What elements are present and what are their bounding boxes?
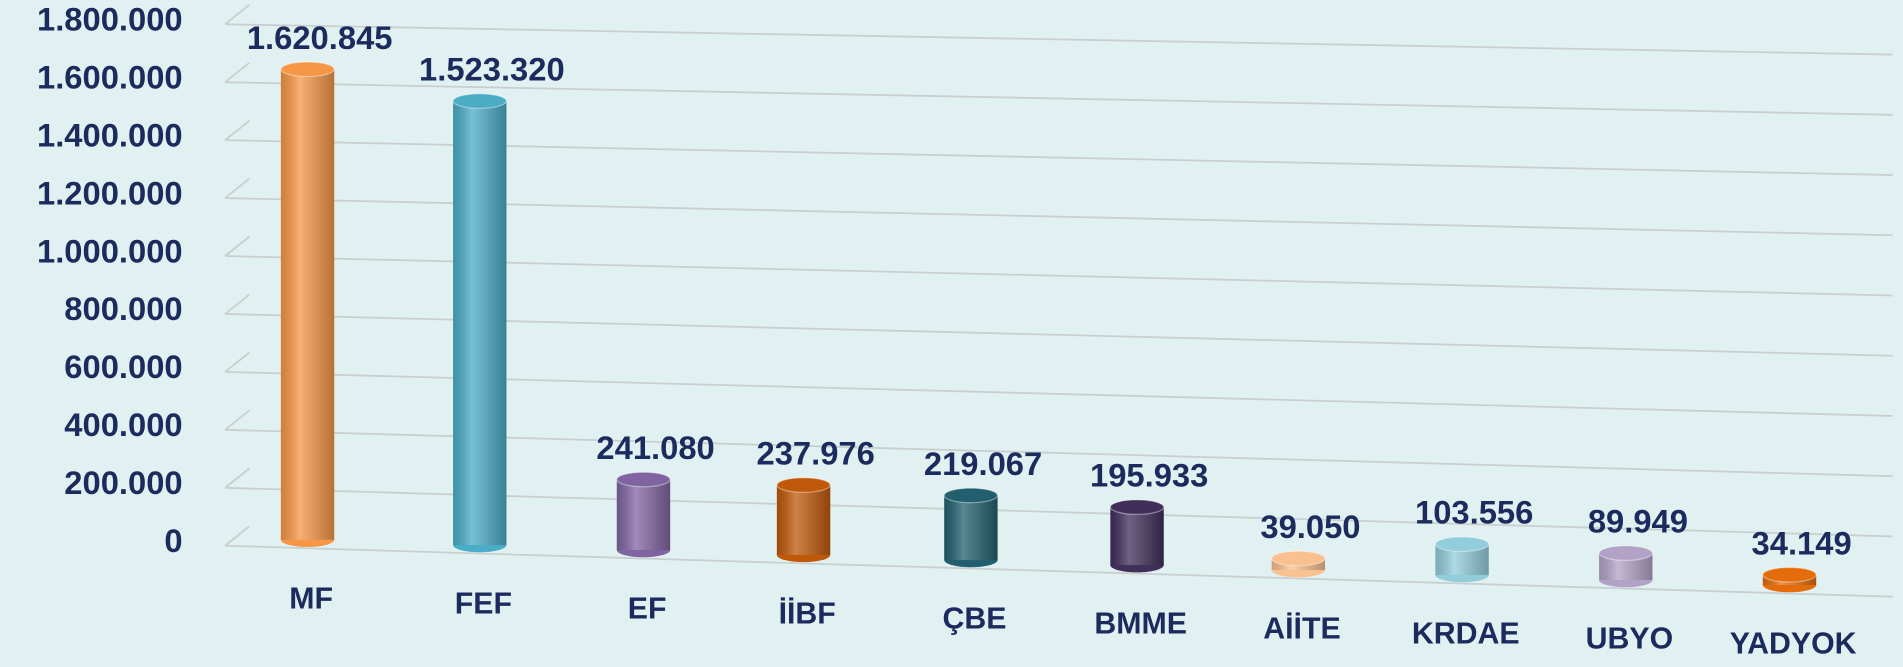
bar — [943, 487, 999, 568]
bar — [280, 61, 335, 548]
x-tick-label: YADYOK — [1730, 628, 1857, 661]
bar-top — [280, 61, 335, 78]
value-label: 89.949 — [1588, 503, 1688, 540]
grid-line-side — [224, 409, 250, 431]
bar — [1434, 536, 1490, 583]
x-tick-label: UBYO — [1586, 623, 1674, 656]
x-tick-label: MF — [289, 582, 333, 615]
grid-line-side — [224, 120, 250, 141]
y-tick-label: 1.000.000 — [37, 232, 183, 269]
grid-line — [225, 544, 1893, 598]
bar — [776, 477, 831, 563]
bar — [616, 471, 671, 558]
x-tick-label: BMME — [1094, 608, 1187, 641]
bar — [452, 93, 508, 553]
bar-shade — [280, 69, 335, 540]
value-label: 39.050 — [1260, 508, 1360, 545]
value-label: 241.080 — [596, 429, 714, 466]
bar-top — [1271, 550, 1326, 567]
bar-top — [1762, 566, 1817, 583]
grid-line-side — [224, 235, 250, 257]
bar — [1762, 566, 1817, 593]
bar — [1109, 499, 1165, 573]
grid-line-side — [224, 293, 250, 315]
bar-top — [776, 477, 831, 493]
bar-shade — [944, 495, 998, 561]
x-tick-label: AİİTE — [1263, 613, 1340, 646]
value-label: 237.976 — [757, 435, 875, 472]
value-label: 195.933 — [1090, 457, 1208, 494]
grid-line — [225, 81, 1893, 116]
x-tick-label: ÇBE — [943, 603, 1007, 636]
y-tick-label: 200.000 — [64, 464, 182, 501]
bar — [1271, 550, 1326, 578]
y-tick-label: 800.000 — [64, 290, 182, 327]
grid-line-side — [224, 467, 250, 489]
bar-shade — [453, 101, 507, 546]
value-label: 1.620.845 — [247, 19, 393, 56]
bar-top — [452, 93, 508, 109]
bar-top — [1434, 536, 1490, 553]
bar-shade — [776, 485, 831, 555]
grid-line-side — [224, 4, 250, 25]
y-tick-label: 0 — [164, 522, 182, 559]
y-tick-label: 1.400.000 — [37, 116, 183, 153]
y-tick-label: 1.800.000 — [37, 0, 183, 37]
x-tick-label: KRDAE — [1412, 618, 1520, 651]
bar — [1598, 545, 1654, 588]
grid-line-side — [224, 62, 250, 83]
value-label: 1.523.320 — [419, 51, 565, 88]
bar-top — [943, 487, 999, 504]
x-tick-label: EF — [628, 593, 667, 626]
grid-line — [225, 23, 1893, 56]
bar-top — [1109, 499, 1165, 515]
value-label: 103.556 — [1415, 494, 1533, 531]
bar-shade — [616, 479, 671, 551]
value-label: 34.149 — [1752, 524, 1852, 561]
y-tick-label: 600.000 — [64, 348, 182, 385]
y-tick-label: 1.600.000 — [37, 58, 183, 95]
x-tick-label: FEF — [455, 588, 512, 621]
bar-shade — [1110, 507, 1164, 566]
grid-line-side — [224, 177, 250, 199]
grid-line-side — [224, 525, 250, 547]
y-tick-label: 1.200.000 — [37, 174, 183, 211]
y-tick-label: 400.000 — [64, 406, 182, 443]
bar-top — [1598, 545, 1654, 561]
bar-top — [616, 471, 671, 488]
value-label: 219.067 — [924, 445, 1042, 482]
grid-line-side — [224, 351, 250, 373]
x-tick-label: İİBF — [779, 598, 836, 631]
